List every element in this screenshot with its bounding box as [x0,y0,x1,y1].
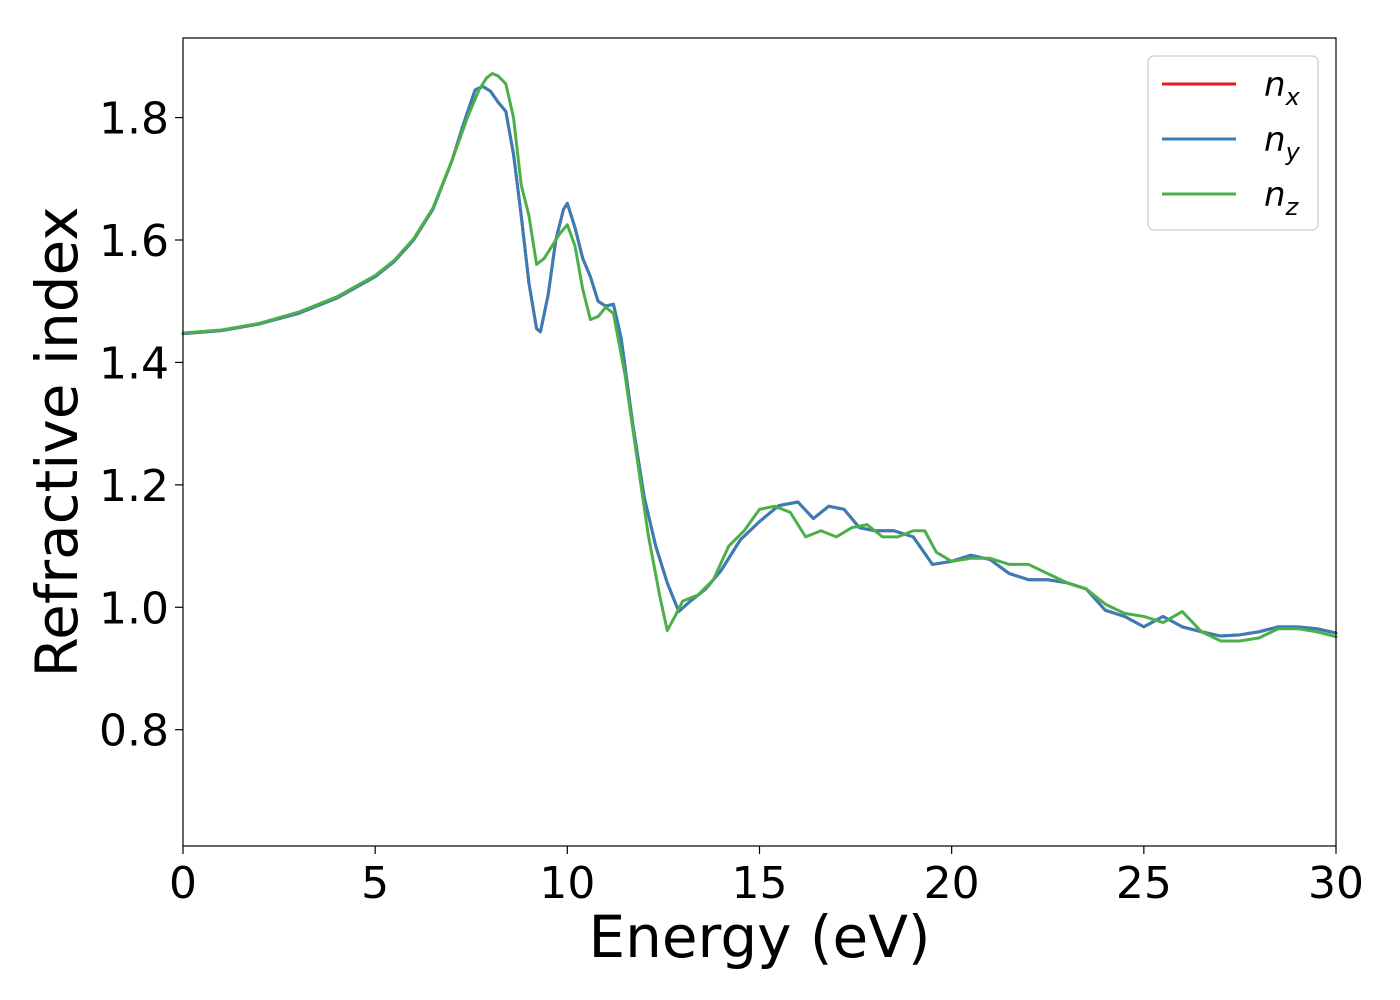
y-tick-label: 1.6 [99,216,169,267]
legend-box [1147,55,1319,231]
y-tick-label: 0.8 [99,706,169,757]
series-layer [181,72,1338,643]
x-tick-label: 5 [361,858,389,909]
y-tick-label: 1.8 [99,94,169,145]
legend-label-n_x: nx [1264,65,1301,111]
y-axis-label: Refractive index [23,206,91,677]
y-tick-label: 1.0 [99,583,169,634]
legend-label-subscript: z [1285,193,1300,221]
legend-label-n_z: nz [1264,175,1300,221]
legend-label-main: n [1264,120,1286,160]
x-axis-label: Energy (eV) [588,903,930,971]
y-axis: 0.8 1.0 1.2 1.4 1.6 1.8 [99,94,183,757]
plot-background [183,38,1336,846]
legend-label-subscript: y [1285,138,1301,166]
x-axis: 0 5 10 15 20 25 30 [169,846,1364,909]
x-tick-label: 15 [732,858,788,909]
x-tick-label: 30 [1308,858,1364,909]
x-tick-label: 25 [1116,858,1172,909]
y-tick-label: 1.2 [99,461,169,512]
legend-label-main: n [1264,65,1286,105]
x-tick-label: 0 [169,858,197,909]
legend-label-subscript: x [1285,83,1301,111]
x-tick-label: 20 [924,858,980,909]
legend-label-main: n [1264,175,1286,215]
legend-label-n_y: ny [1264,120,1301,166]
series-line-n_z [181,72,1338,643]
y-tick-label: 1.4 [99,338,169,389]
x-tick-label: 10 [539,858,595,909]
